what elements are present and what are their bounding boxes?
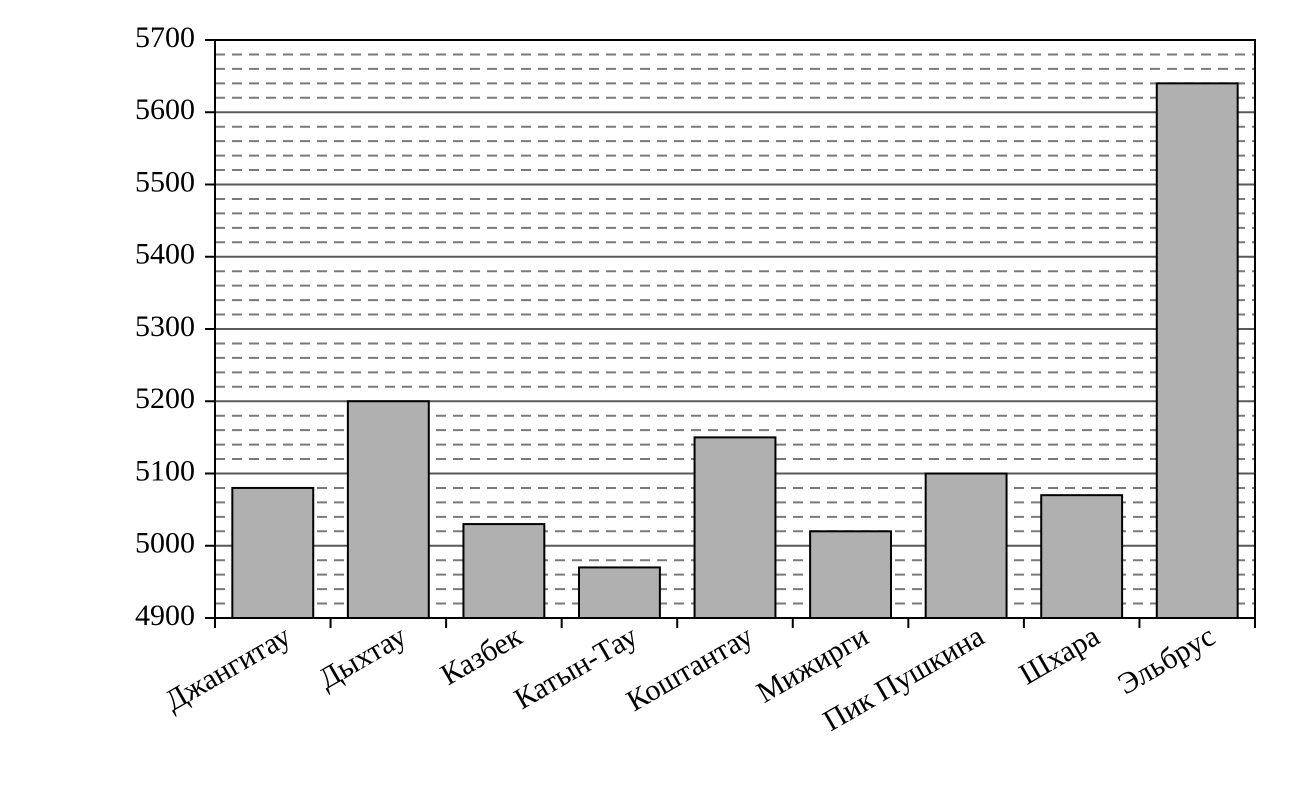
bar (463, 524, 544, 618)
bar (1041, 495, 1122, 618)
y-axis-label: 5300 (135, 310, 195, 343)
bar (926, 474, 1007, 619)
bar (1157, 83, 1238, 618)
y-axis-label: 5700 (135, 21, 195, 54)
y-axis-label: 5600 (135, 93, 195, 126)
bar (695, 437, 776, 618)
bar (579, 567, 660, 618)
y-axis-label: 5100 (135, 454, 195, 487)
chart-container: 490050005100520053005400550056005700Джан… (0, 0, 1304, 811)
y-axis-label: 5000 (135, 527, 195, 560)
y-axis-label: 4900 (135, 599, 195, 632)
bar (232, 488, 313, 618)
y-axis-label: 5400 (135, 238, 195, 271)
y-axis-label: 5500 (135, 165, 195, 198)
bar (810, 531, 891, 618)
y-axis-label: 5200 (135, 382, 195, 415)
mountain-heights-bar-chart: 490050005100520053005400550056005700Джан… (0, 0, 1304, 811)
bar (348, 401, 429, 618)
